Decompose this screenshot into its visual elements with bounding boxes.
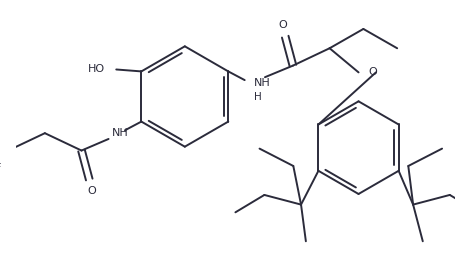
Text: NH: NH	[111, 128, 128, 138]
Text: O: O	[367, 67, 376, 77]
Text: H: H	[254, 92, 262, 102]
Text: NH: NH	[254, 78, 270, 88]
Text: O: O	[278, 20, 286, 30]
Text: HO: HO	[87, 65, 105, 75]
Text: F: F	[0, 163, 2, 173]
Text: O: O	[87, 186, 96, 196]
